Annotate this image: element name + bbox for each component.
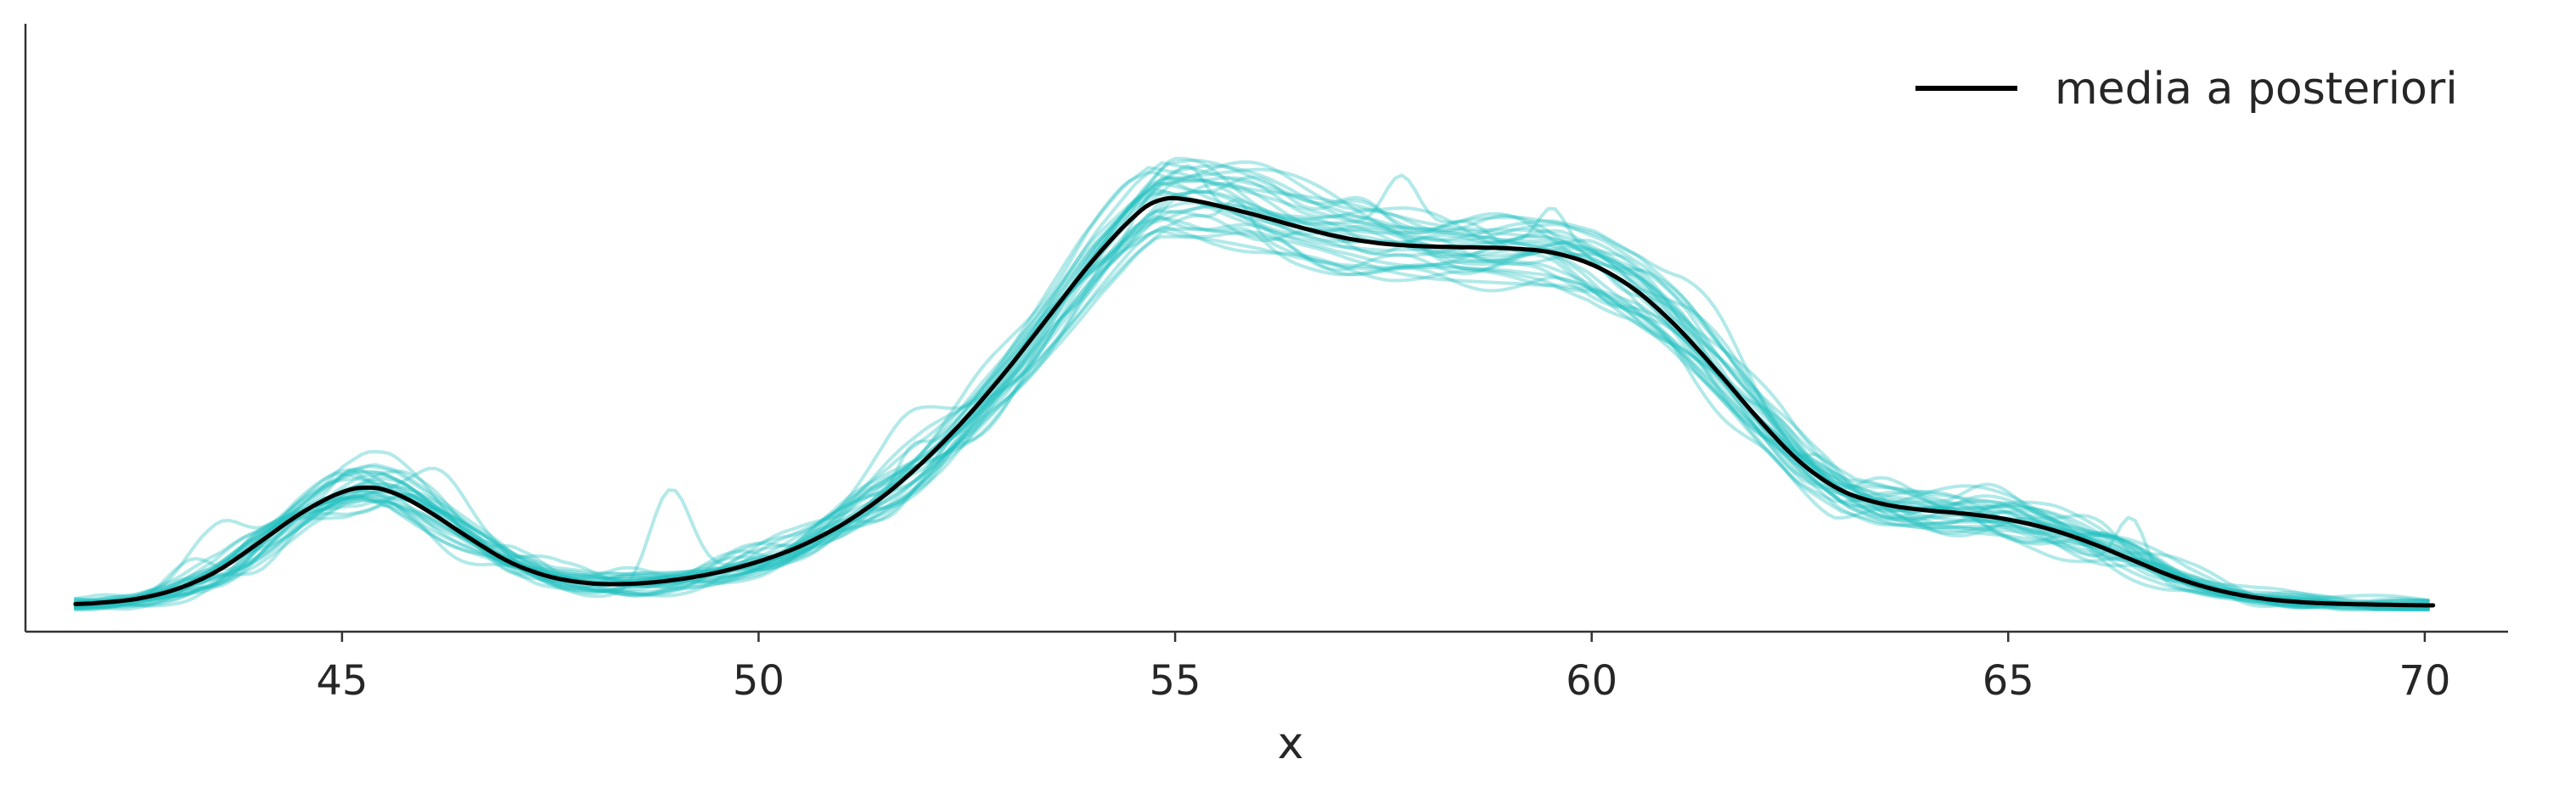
- posterior-sample-curve: [73, 225, 2430, 610]
- posterior-sample-curve: [73, 167, 2430, 610]
- posterior-sample-curve: [73, 171, 2430, 608]
- posterior-sample-curve: [73, 214, 2430, 612]
- posterior-sample-curve: [73, 156, 2430, 607]
- x-ticks: 45 50 55 60 65 70: [316, 632, 2450, 705]
- posterior-sample-curve: [73, 189, 2430, 609]
- posterior-sample-curve: [73, 198, 2430, 610]
- x-tick-label: 65: [1983, 657, 2034, 705]
- posterior-sample-curve: [73, 204, 2430, 611]
- x-tick-label: 50: [733, 657, 785, 705]
- posterior-sample-curve: [73, 202, 2430, 611]
- posterior-sample-curve: [73, 158, 2430, 608]
- x-tick-label: 55: [1150, 657, 1201, 705]
- posterior-mean-layer: [73, 195, 2436, 608]
- posterior-sample-curve: [73, 190, 2430, 611]
- x-tick-label: 70: [2399, 657, 2450, 705]
- x-tick-label: 60: [1566, 657, 1617, 705]
- x-tick-label: 45: [316, 657, 368, 705]
- posterior-sample-curve: [73, 176, 2430, 605]
- posterior-sample-curve: [73, 200, 2430, 611]
- axes-layer: [24, 24, 2508, 633]
- legend: media a posteriori: [1915, 64, 2458, 115]
- posterior-sample-curve: [73, 166, 2430, 610]
- posterior-sample-curve: [73, 182, 2430, 612]
- x-axis-label: x: [1278, 718, 1304, 769]
- posterior-sample-curve: [73, 175, 2430, 612]
- posterior-sample-curve: [73, 189, 2430, 609]
- posterior-sample-curve: [73, 227, 2430, 611]
- posterior-sample-curve: [73, 228, 2430, 611]
- posterior-sample-curve: [73, 160, 2430, 610]
- posterior-mean-curve: [73, 195, 2436, 608]
- legend-label-mean: media a posteriori: [2055, 64, 2458, 115]
